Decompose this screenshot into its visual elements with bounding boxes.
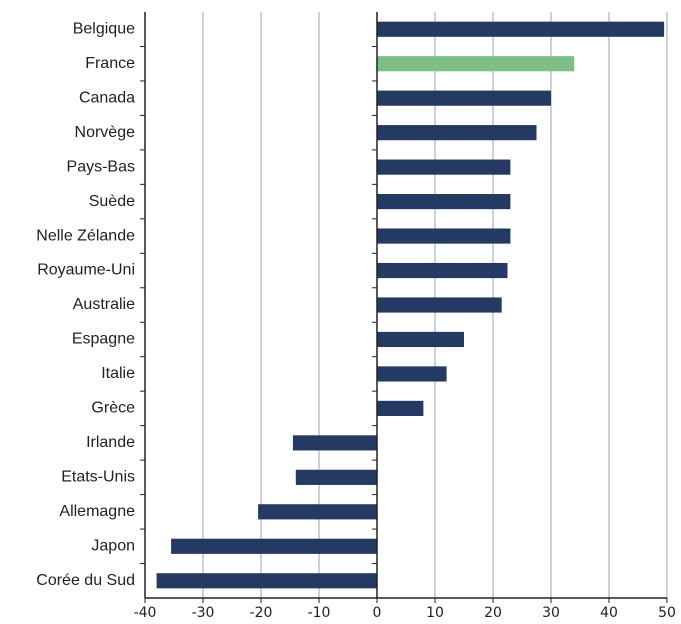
bar — [377, 56, 575, 72]
x-tick-label: -30 — [192, 605, 215, 621]
x-tick-label: -40 — [134, 605, 157, 621]
bar — [171, 538, 377, 554]
bar — [377, 366, 447, 382]
bar — [156, 573, 377, 589]
bar — [377, 297, 502, 313]
bar — [377, 262, 508, 279]
y-tick-label: Etats-Unis — [61, 469, 135, 486]
y-tick-label: Japon — [91, 538, 135, 555]
y-tick-label: Pays-Bas — [67, 158, 135, 175]
y-tick-label: Grèce — [91, 400, 135, 417]
y-tick-label: Nelle Zélande — [36, 227, 135, 244]
y-tick-label: Italie — [101, 365, 135, 382]
y-tick-label: Royaume-Uni — [37, 262, 135, 279]
y-tick-label: Corée du Sud — [36, 572, 135, 589]
y-tick-label: Belgique — [73, 20, 135, 37]
bar — [377, 400, 424, 416]
x-tick-label: 20 — [484, 605, 502, 621]
y-tick-label: France — [85, 55, 135, 72]
bar — [377, 21, 665, 37]
y-tick-label: Suède — [89, 193, 135, 210]
bar — [377, 159, 511, 175]
x-tick-label: -20 — [250, 605, 273, 621]
bar — [258, 504, 377, 520]
bar — [295, 469, 377, 485]
y-tick-label: Canada — [79, 89, 135, 106]
y-tick-label: Australie — [73, 296, 135, 313]
bar — [377, 194, 511, 210]
x-tick-label: 0 — [373, 605, 382, 621]
x-tick-label: 40 — [600, 605, 618, 621]
bar — [377, 125, 537, 141]
y-tick-label: Allemagne — [59, 503, 135, 520]
y-tick-label: Irlande — [86, 434, 135, 451]
x-tick-label: 50 — [658, 605, 676, 621]
bar — [377, 228, 511, 244]
bar — [292, 435, 377, 451]
x-tick-label: -10 — [308, 605, 331, 621]
y-tick-label: Norvège — [75, 124, 136, 141]
x-tick-label: 10 — [426, 605, 444, 621]
bar — [377, 331, 464, 348]
x-tick-label: 30 — [542, 605, 560, 621]
y-tick-label: Espagne — [72, 331, 135, 348]
bar — [377, 90, 551, 106]
